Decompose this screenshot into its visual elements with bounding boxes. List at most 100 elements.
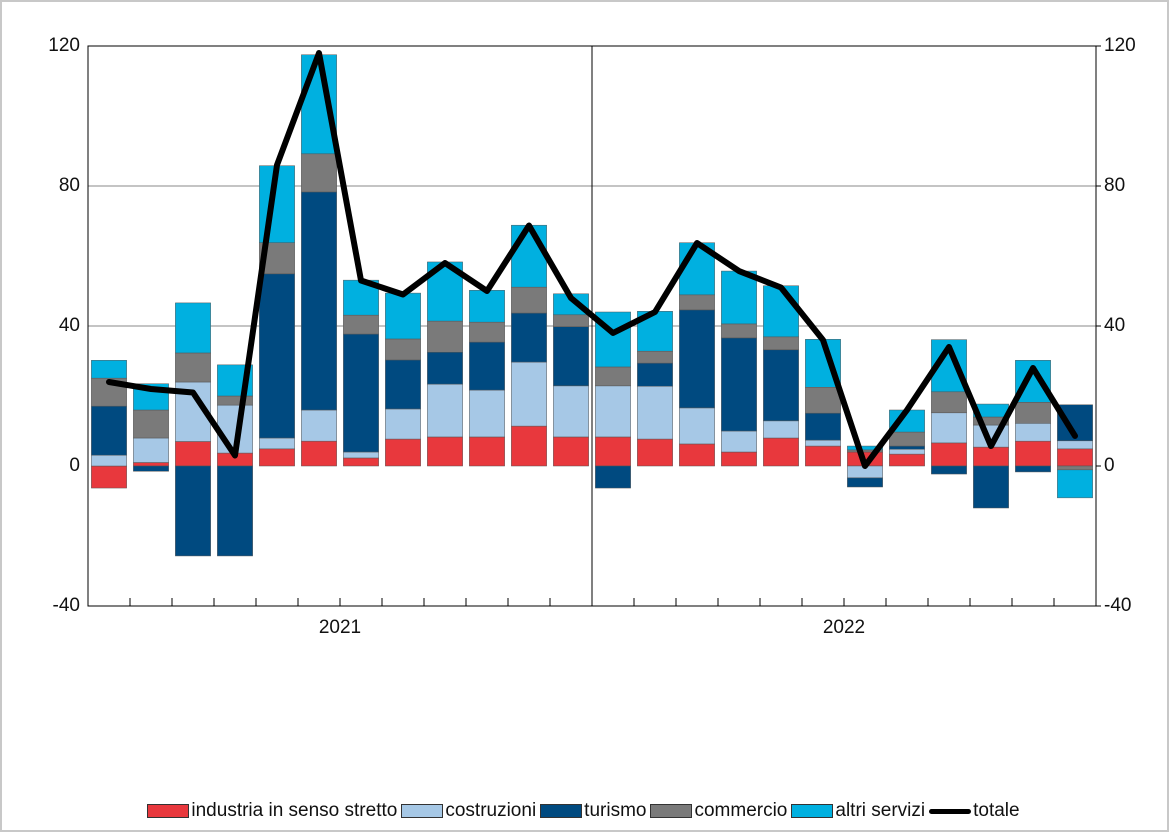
legend-item: totale — [929, 800, 1020, 822]
bar-segment — [1057, 469, 1093, 499]
x-tick-label: 2021 — [319, 617, 361, 638]
bar-segment — [259, 448, 295, 467]
bar-segment — [1015, 402, 1051, 424]
bar-segment — [427, 352, 463, 385]
bar-segment — [343, 457, 379, 467]
bar-segment — [1015, 440, 1051, 467]
bar-segment — [595, 465, 631, 489]
bar-segment — [469, 341, 505, 391]
bar-segment — [931, 391, 967, 414]
bar-segment — [553, 436, 589, 467]
y-tick-label: -40 — [53, 595, 80, 616]
bar-segment — [637, 438, 673, 467]
bar-segment — [217, 395, 253, 406]
bar-segment — [133, 465, 169, 472]
bar-segment — [385, 338, 421, 361]
y2-tick-label: 80 — [1104, 175, 1125, 196]
bar-segment — [679, 443, 715, 467]
bar-segment — [973, 465, 1009, 509]
bar-segment — [553, 314, 589, 327]
legend-item: costruzioni — [401, 800, 536, 822]
bar-segment — [301, 153, 337, 193]
bar-segment — [91, 465, 127, 489]
y2-tick-label: 0 — [1104, 455, 1115, 476]
bar-segment — [385, 292, 421, 340]
bar-segment — [805, 445, 841, 467]
bar-segment — [889, 445, 925, 450]
bar-segment — [1015, 423, 1051, 442]
bar-segment — [511, 425, 547, 467]
bar-segment — [721, 430, 757, 453]
legend-swatch — [929, 808, 972, 814]
bar-segment — [133, 437, 169, 463]
bar-segment — [343, 314, 379, 335]
legend-label: commercio — [694, 800, 788, 821]
x-tick-label: 2022 — [823, 617, 865, 638]
bar-segment — [679, 294, 715, 311]
bar-segment — [679, 407, 715, 445]
legend-item: commercio — [650, 800, 787, 822]
bar-segment — [973, 446, 1009, 467]
bar-segment — [133, 462, 169, 467]
y-tick-label: 120 — [48, 35, 80, 56]
legend-label: altri servizi — [835, 800, 926, 821]
bar-segment — [469, 290, 505, 323]
bar-segment — [301, 191, 337, 411]
legend-swatch — [401, 804, 444, 818]
bar-segment — [763, 285, 799, 338]
legend-swatch — [650, 804, 693, 818]
bar-segment — [91, 405, 127, 456]
bar-segment — [469, 321, 505, 343]
bar-segment — [763, 336, 799, 351]
bar-segment — [91, 360, 127, 379]
bar-segment — [217, 465, 253, 557]
bar-segment — [1057, 465, 1093, 471]
bar-segment — [595, 385, 631, 438]
bar-segment — [469, 436, 505, 467]
bar-segment — [175, 302, 211, 354]
bar-segment — [889, 448, 925, 455]
bar-segment — [721, 323, 757, 339]
bar-segment — [1015, 465, 1051, 473]
line-series — [106, 50, 1078, 469]
bar-segment — [595, 366, 631, 387]
bar-segment — [175, 465, 211, 557]
bar-segment — [721, 270, 757, 325]
bar-segment — [805, 439, 841, 447]
bar-segment — [385, 438, 421, 467]
bar-segment — [763, 349, 799, 422]
bar-segment — [847, 445, 883, 451]
legend-item: turismo — [540, 800, 646, 822]
legend-label: industria in senso stretto — [191, 800, 398, 821]
bar-segment — [511, 224, 547, 288]
bar-segment — [805, 412, 841, 441]
bar-segment — [931, 465, 967, 475]
bar-segment — [427, 436, 463, 467]
bar-segment — [133, 409, 169, 439]
bar-segment — [763, 420, 799, 439]
legend-item: altri servizi — [791, 800, 925, 822]
bar-segment — [175, 352, 211, 383]
legend-swatch — [791, 804, 834, 818]
bar-segment — [637, 362, 673, 387]
bar-segment — [343, 451, 379, 459]
legend: industria in senso stretto costruzioni tur… — [0, 800, 1171, 822]
bar-segment — [511, 312, 547, 363]
bar-segment — [301, 440, 337, 467]
bar-segment — [259, 273, 295, 439]
bar-segment — [469, 389, 505, 438]
legend-swatch — [147, 804, 190, 818]
bar-segment — [1057, 448, 1093, 467]
y2-tick-label: 120 — [1104, 35, 1136, 56]
y-tick-label: 0 — [69, 455, 80, 476]
bar-segment — [889, 453, 925, 467]
bar-segment — [553, 385, 589, 438]
bar-segment — [91, 454, 127, 467]
bar-segment — [931, 442, 967, 467]
plot-frame — [87, 45, 1097, 607]
bar-segment — [175, 441, 211, 467]
bar-segment — [763, 437, 799, 467]
bar-segment — [553, 326, 589, 387]
